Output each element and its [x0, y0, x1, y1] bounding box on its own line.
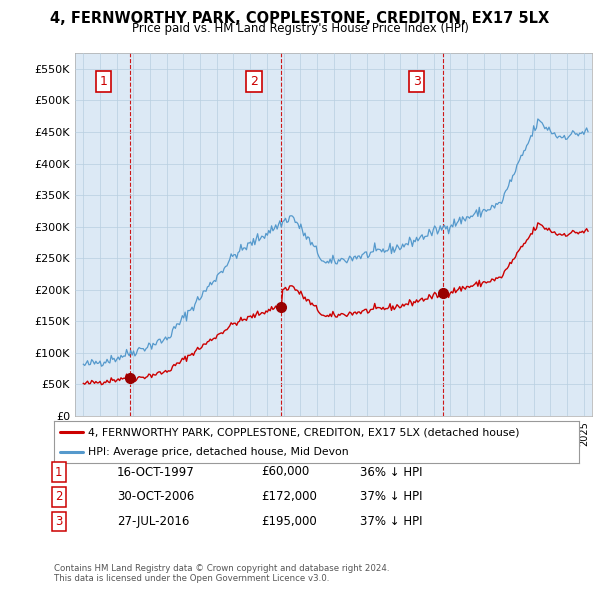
Text: Price paid vs. HM Land Registry's House Price Index (HPI): Price paid vs. HM Land Registry's House … — [131, 22, 469, 35]
Text: 37% ↓ HPI: 37% ↓ HPI — [360, 515, 422, 528]
Text: Contains HM Land Registry data © Crown copyright and database right 2024.
This d: Contains HM Land Registry data © Crown c… — [54, 563, 389, 583]
Text: 4, FERNWORTHY PARK, COPPLESTONE, CREDITON, EX17 5LX (detached house): 4, FERNWORTHY PARK, COPPLESTONE, CREDITO… — [88, 427, 520, 437]
Text: £60,000: £60,000 — [261, 466, 309, 478]
Text: 1: 1 — [99, 75, 107, 88]
Text: 4, FERNWORTHY PARK, COPPLESTONE, CREDITON, EX17 5LX: 4, FERNWORTHY PARK, COPPLESTONE, CREDITO… — [50, 11, 550, 25]
Text: £172,000: £172,000 — [261, 490, 317, 503]
Text: 2: 2 — [55, 490, 62, 503]
Text: 3: 3 — [55, 515, 62, 528]
Text: 2: 2 — [250, 75, 258, 88]
Text: 1: 1 — [55, 466, 62, 478]
Text: 30-OCT-2006: 30-OCT-2006 — [117, 490, 194, 503]
Text: 27-JUL-2016: 27-JUL-2016 — [117, 515, 190, 528]
Text: 37% ↓ HPI: 37% ↓ HPI — [360, 490, 422, 503]
Text: 36% ↓ HPI: 36% ↓ HPI — [360, 466, 422, 478]
Text: 16-OCT-1997: 16-OCT-1997 — [117, 466, 195, 478]
Text: £195,000: £195,000 — [261, 515, 317, 528]
Text: 3: 3 — [413, 75, 421, 88]
Text: HPI: Average price, detached house, Mid Devon: HPI: Average price, detached house, Mid … — [88, 447, 349, 457]
